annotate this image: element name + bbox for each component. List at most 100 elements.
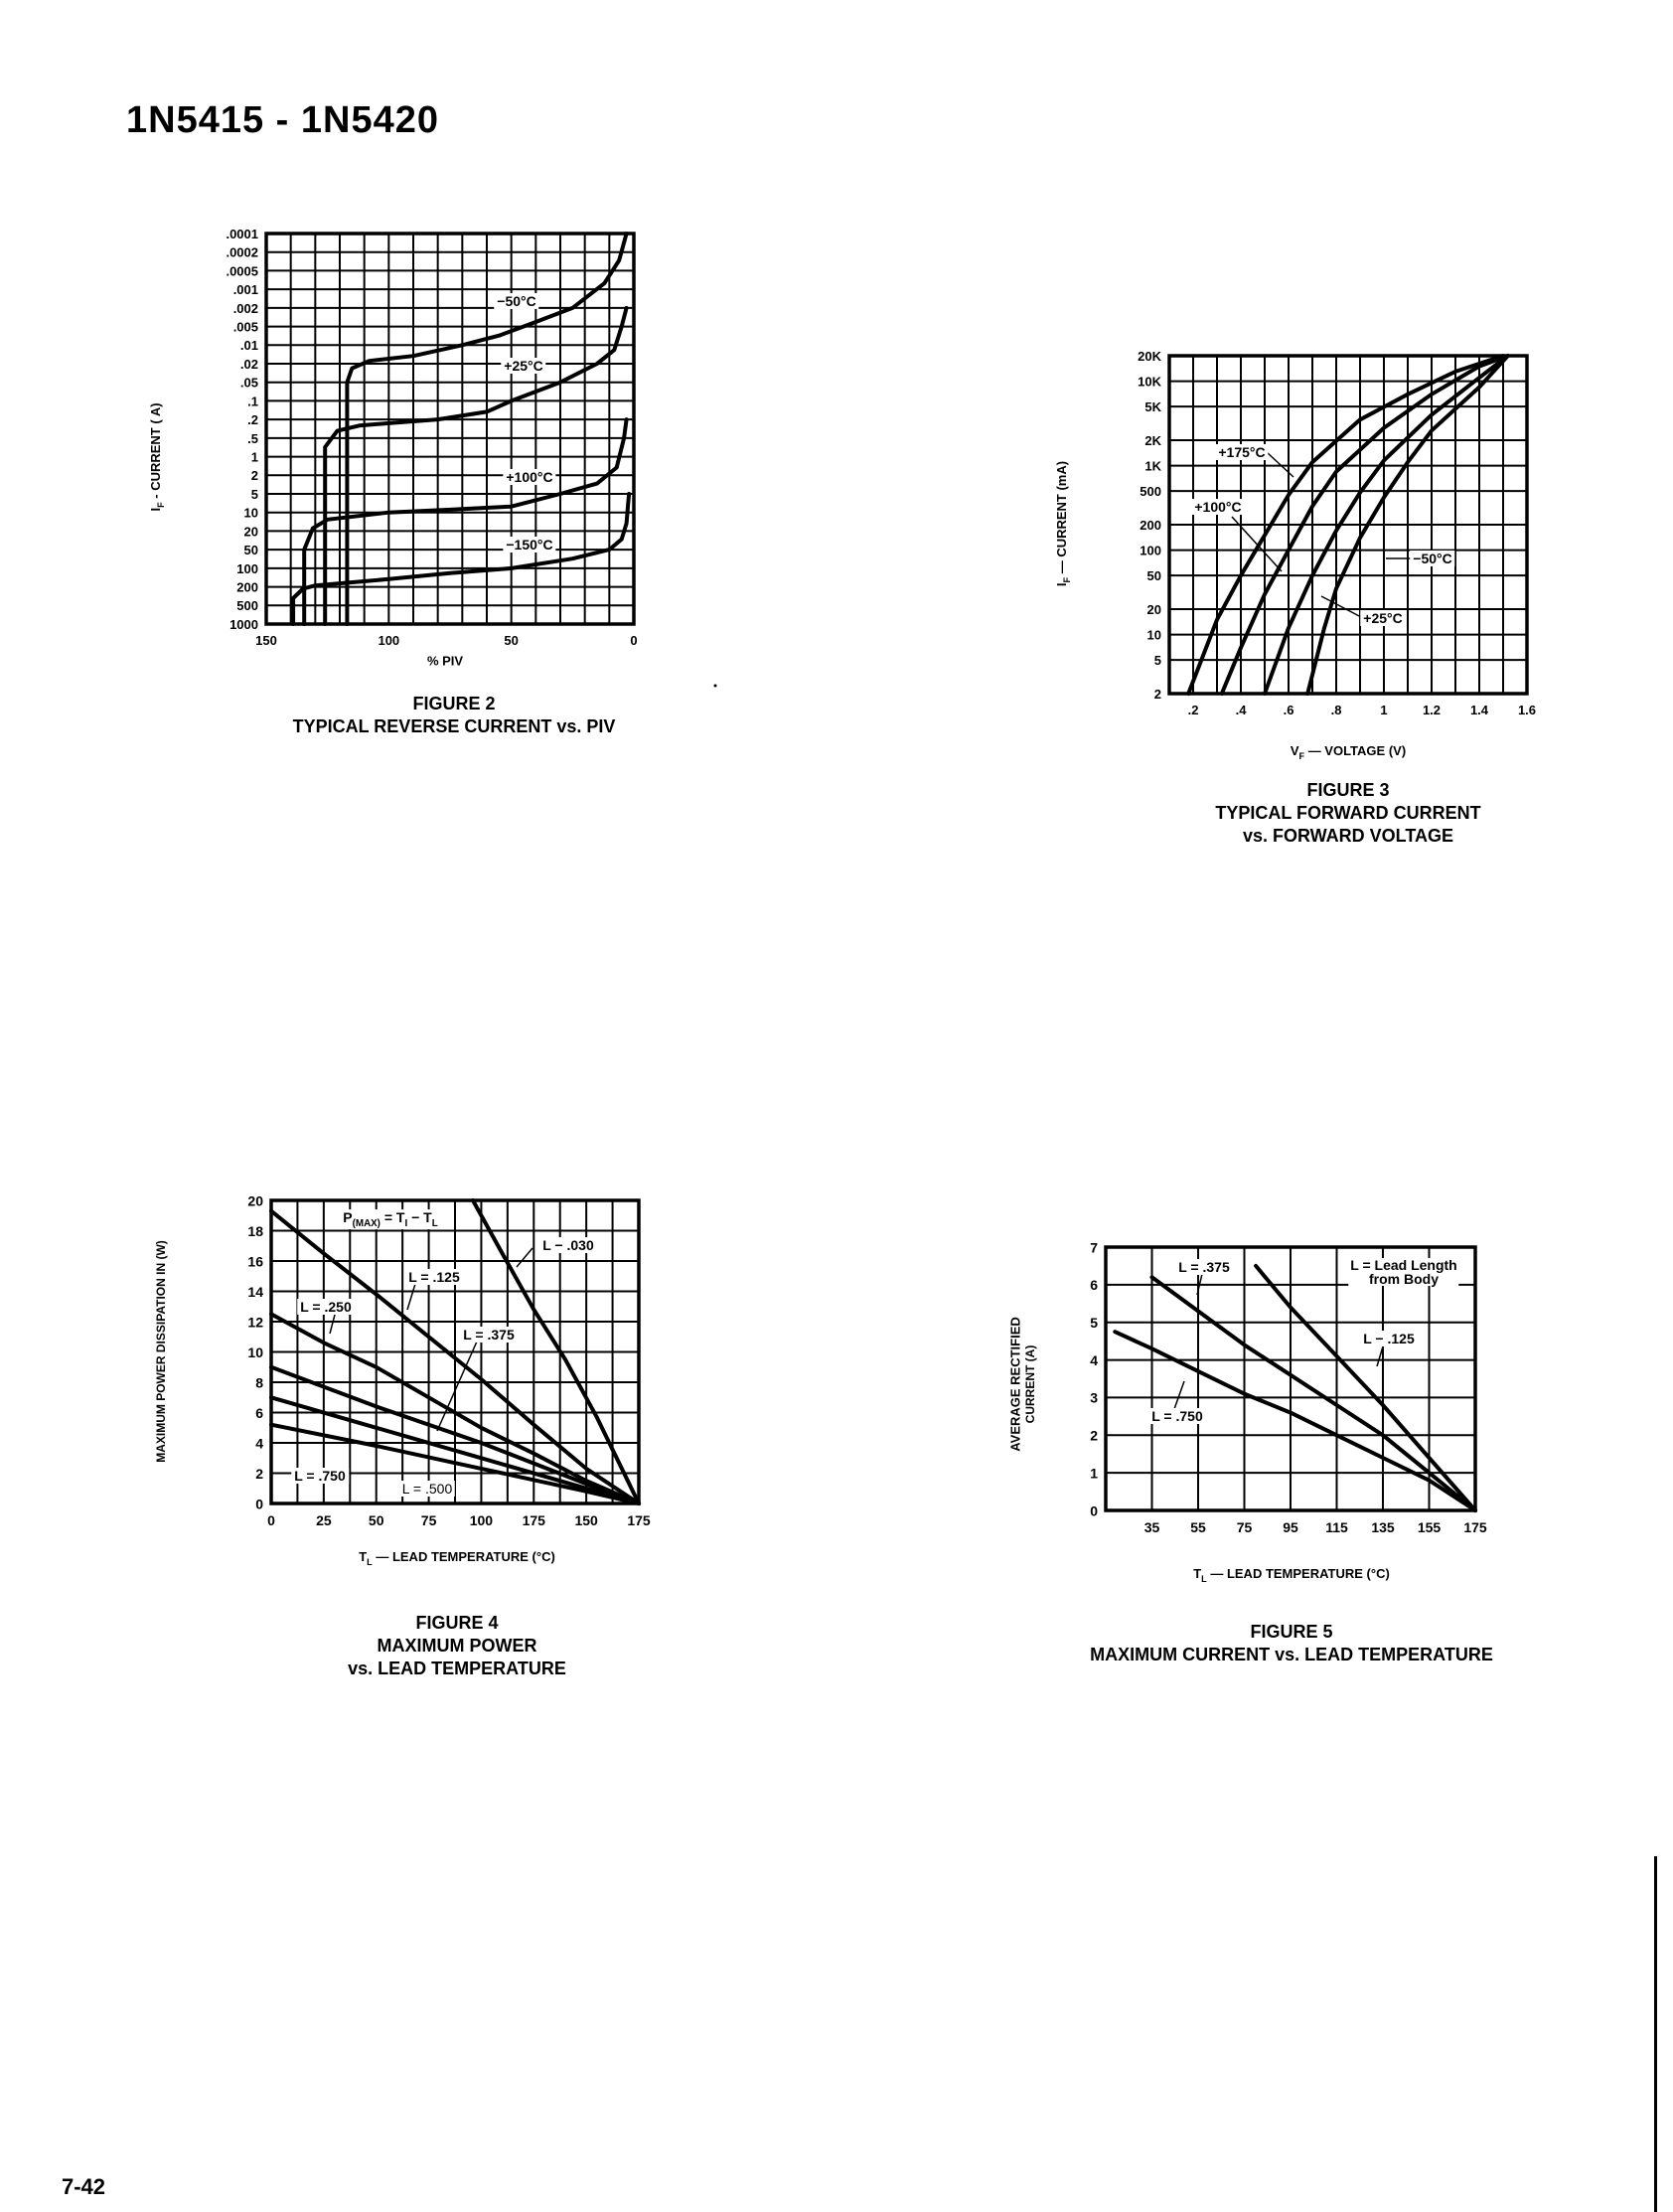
fig5-legend-note: L = Lead Length from Body (1348, 1258, 1459, 1287)
y-tick-label: 1K (1144, 459, 1161, 474)
x-tick-label: 100 (378, 633, 399, 648)
x-tick-label: 135 (1371, 1519, 1395, 1535)
y-tick-label: 2 (251, 468, 258, 483)
formula-part: = T (380, 1209, 405, 1226)
y-tick-label: 1000 (229, 617, 258, 632)
series-line-4 (269, 1364, 641, 1505)
formula-part: (MAX) (352, 1217, 380, 1229)
series-line-3 (269, 1312, 641, 1505)
x-tick-label: 100 (470, 1512, 494, 1528)
series-line-1 (471, 1198, 641, 1505)
fig2-ylabel-rest: - CURRENT ( A) (148, 402, 164, 503)
y-tick-label: 200 (1140, 518, 1161, 533)
y-tick-label: 16 (247, 1253, 263, 1269)
y-tick-label: 500 (236, 598, 258, 613)
fig3-y-axis-title: IF — CURRENT (mA) (1054, 461, 1072, 586)
fig5-xlabel-sub: L (1201, 1573, 1207, 1584)
fig2-figure-number: FIGURE 2 (412, 694, 496, 713)
fig2-series-label: −50°C (494, 293, 539, 309)
y-tick-label: 20 (244, 524, 258, 539)
fig4-series-label: L = .375 (460, 1327, 518, 1343)
x-tick-label: 150 (255, 633, 277, 648)
page-number: 7-42 (62, 2174, 106, 2199)
figure-2-plot: .0001 .0002 .0005 .001 .002 .005 .01 .02 .05 .1 .2… (226, 227, 637, 648)
fig3-xlabel-rest: — VOLTAGE (V) (1304, 743, 1407, 759)
fig4-xlabel-rest: — LEAD TEMPERATURE (°C) (372, 1549, 555, 1565)
fig5-title: MAXIMUM CURRENT vs. LEAD TEMPERATURE (1090, 1645, 1493, 1664)
fig5-caption: FIGURE 5 MAXIMUM CURRENT vs. LEAD TEMPERA… (1090, 1621, 1493, 1666)
legend-note-line: from Body (1368, 1271, 1439, 1287)
y-tick-label: 20K (1138, 349, 1161, 364)
fig4-y-axis-title: MAXIMUM POWER DISSIPATION IN (W) (154, 1240, 168, 1463)
formula-part: P (343, 1209, 353, 1226)
y-tick-label: 6 (255, 1405, 263, 1421)
x-tick-label: 175 (1463, 1519, 1487, 1535)
fig2-caption: FIGURE 2 TYPICAL REVERSE CURRENT vs. PIV (293, 693, 616, 738)
fig5-xlabel-prefix: T (1193, 1566, 1202, 1582)
y-tick-label: 50 (1147, 568, 1161, 583)
fig3-title-line2: vs. FORWARD VOLTAGE (1242, 826, 1454, 846)
x-tick-label: 115 (1325, 1519, 1348, 1535)
y-tick-label: 10 (244, 506, 258, 521)
y-tick-label: 10K (1138, 375, 1161, 390)
margin-rule (1654, 1856, 1657, 2212)
series-line-3 (1263, 354, 1510, 696)
annotation-leader-arrow (436, 1341, 478, 1432)
fig4-series-label: L = .500 (398, 1481, 456, 1497)
x-tick-label: 25 (316, 1512, 332, 1528)
fig2-series-label: −150°C (503, 537, 556, 553)
fig5-y-axis-title-line1: AVERAGE RECTIFIED (1007, 1317, 1023, 1452)
fig2-series-label: +100°C (503, 469, 556, 485)
fig5-series-label: L = .750 (1148, 1408, 1206, 1424)
y-tick-label: 20 (1147, 602, 1161, 617)
y-tick-label: 50 (244, 543, 258, 557)
annotation-leader-arrow (1173, 1380, 1185, 1410)
fig2-ylabel-prefix: I (148, 507, 164, 512)
formula-part: − T (407, 1209, 432, 1226)
fig4-series-label: L = .125 (405, 1269, 463, 1285)
formula-part: I (404, 1217, 408, 1229)
y-tick-label: .5 (247, 431, 258, 446)
y-tick-label: 4 (255, 1435, 263, 1451)
page-title: 1N5415 - 1N5420 (126, 99, 439, 141)
y-tick-label: 3 (1090, 1390, 1098, 1406)
annotation-leader-arrow (1376, 1345, 1384, 1367)
y-tick-label: 4 (1090, 1352, 1098, 1368)
fig4-formula-annotation: P(MAX) = TI − TL (341, 1209, 440, 1229)
y-tick-label: 2 (255, 1466, 263, 1482)
fig3-title: TYPICAL FORWARD CURRENT (1215, 803, 1481, 823)
fig5-x-axis-title: TL — LEAD TEMPERATURE (°C) (1193, 1566, 1390, 1584)
y-tick-label: 200 (236, 580, 258, 595)
y-tick-label: 18 (247, 1223, 263, 1239)
plot-frame (1104, 1245, 1477, 1512)
fig5-xlabel-rest: — LEAD TEMPERATURE (°C) (1206, 1566, 1390, 1582)
fig2-x-axis-title: % PIV (426, 653, 464, 669)
x-tick-label: 1.2 (1423, 703, 1441, 717)
x-tick-label: 75 (421, 1512, 437, 1528)
fig4-xlabel-sub: L (367, 1556, 373, 1567)
series-line-1 (345, 232, 629, 626)
fig4-x-axis-title: TL — LEAD TEMPERATURE (°C) (359, 1549, 555, 1567)
fig5-y-axis-title-line2: CURRENT (A) (1023, 1344, 1037, 1424)
fig2-title: TYPICAL REVERSE CURRENT vs. PIV (292, 716, 616, 736)
x-tick-label: 50 (504, 633, 518, 648)
annotation-leader-arrow (1231, 516, 1283, 572)
fig3-ylabel-prefix: I (1054, 582, 1070, 587)
fig3-x-axis-title: VF — VOLTAGE (V) (1291, 743, 1406, 761)
annotation-leader-arrow (329, 1314, 336, 1335)
y-tick-label: 100 (236, 561, 258, 576)
x-tick-label: .4 (1236, 703, 1248, 717)
y-tick-label: 1 (1090, 1465, 1098, 1481)
x-tick-label: 55 (1190, 1519, 1206, 1535)
fig4-figure-number: FIGURE 4 (415, 1613, 499, 1633)
x-tick-label: 1.4 (1470, 703, 1489, 717)
x-tick-label: 0 (630, 633, 637, 648)
y-tick-label: .05 (240, 376, 258, 391)
y-tick-label: 20 (247, 1192, 263, 1208)
y-tick-label: 10 (1147, 628, 1161, 643)
fig3-series-label: +25°C (1360, 610, 1406, 626)
formula-part: L (431, 1217, 438, 1229)
x-tick-label: 50 (369, 1512, 384, 1528)
fig3-series-label: −50°C (1410, 551, 1455, 566)
